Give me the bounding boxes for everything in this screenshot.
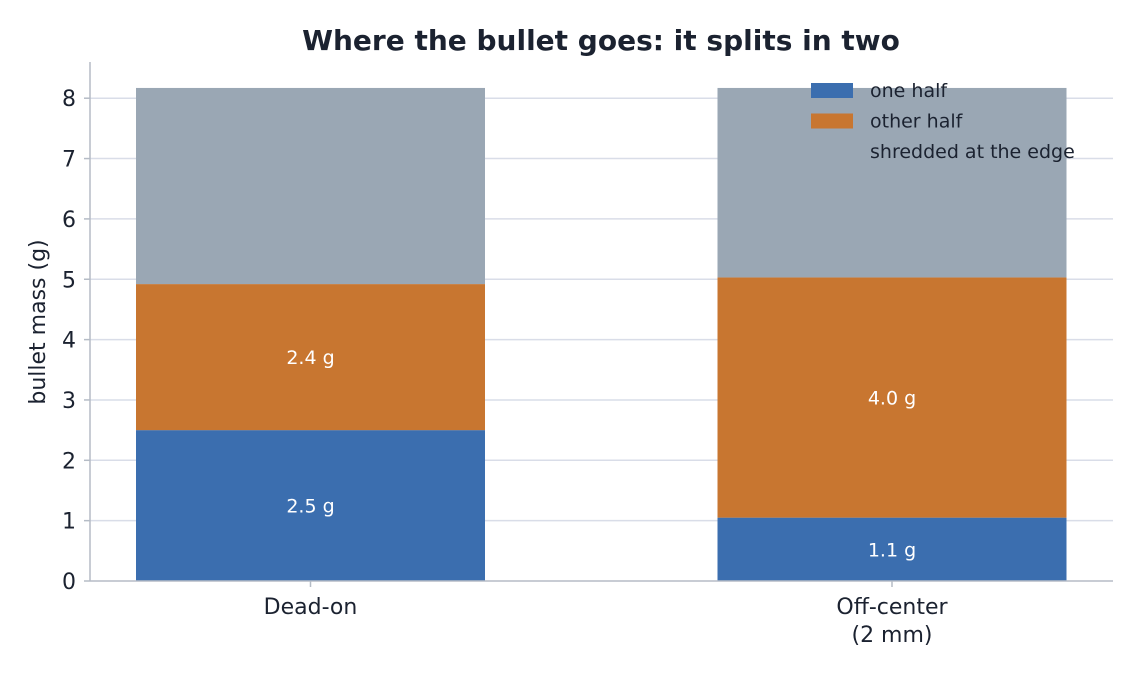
data-label: 2.5 g <box>286 496 334 518</box>
x-tick-label: Off-center <box>836 595 948 620</box>
bar-segment <box>136 284 485 431</box>
data-label: 4.0 g <box>868 388 916 410</box>
axes: 0 1 2 3 4 5 6 7 8 Dead-on Off-center (2 mm) <box>62 62 1113 648</box>
data-label: 1.1 g <box>868 539 916 561</box>
y-tick-label: 7 <box>62 148 76 173</box>
bar-segment <box>717 277 1067 518</box>
legend: one half other half shredded at the edge <box>811 80 1075 163</box>
legend-swatch <box>811 113 853 129</box>
bar-segment <box>717 87 1067 278</box>
y-tick-label: 2 <box>62 449 76 474</box>
legend-entry: other half <box>870 111 964 133</box>
y-tick-label: 4 <box>62 329 76 354</box>
data-label: 2.4 g <box>286 347 334 369</box>
bar-segment <box>717 517 1067 581</box>
y-tick-label: 5 <box>62 268 76 293</box>
y-axis-label: bullet mass (g) <box>26 239 51 404</box>
chart-title: Where the bullet goes: it splits in two <box>302 24 900 57</box>
bar-segment <box>136 87 485 285</box>
y-tick-label: 6 <box>62 208 76 233</box>
y-tick-label: 0 <box>62 570 76 595</box>
x-tick-label: (2 mm) <box>851 623 932 648</box>
legend-swatch <box>811 83 853 98</box>
y-tick-label: 3 <box>62 389 76 414</box>
bars: 2.5 g 2.4 g 1.1 g 4.0 g <box>136 87 1067 581</box>
y-tick-label: 1 <box>62 510 76 535</box>
x-tick-label: Dead-on <box>264 595 358 620</box>
legend-entry: shredded at the edge <box>870 141 1075 163</box>
y-tick-label: 8 <box>62 87 76 112</box>
bar-segment <box>136 430 485 581</box>
legend-entry: one half <box>870 80 948 102</box>
